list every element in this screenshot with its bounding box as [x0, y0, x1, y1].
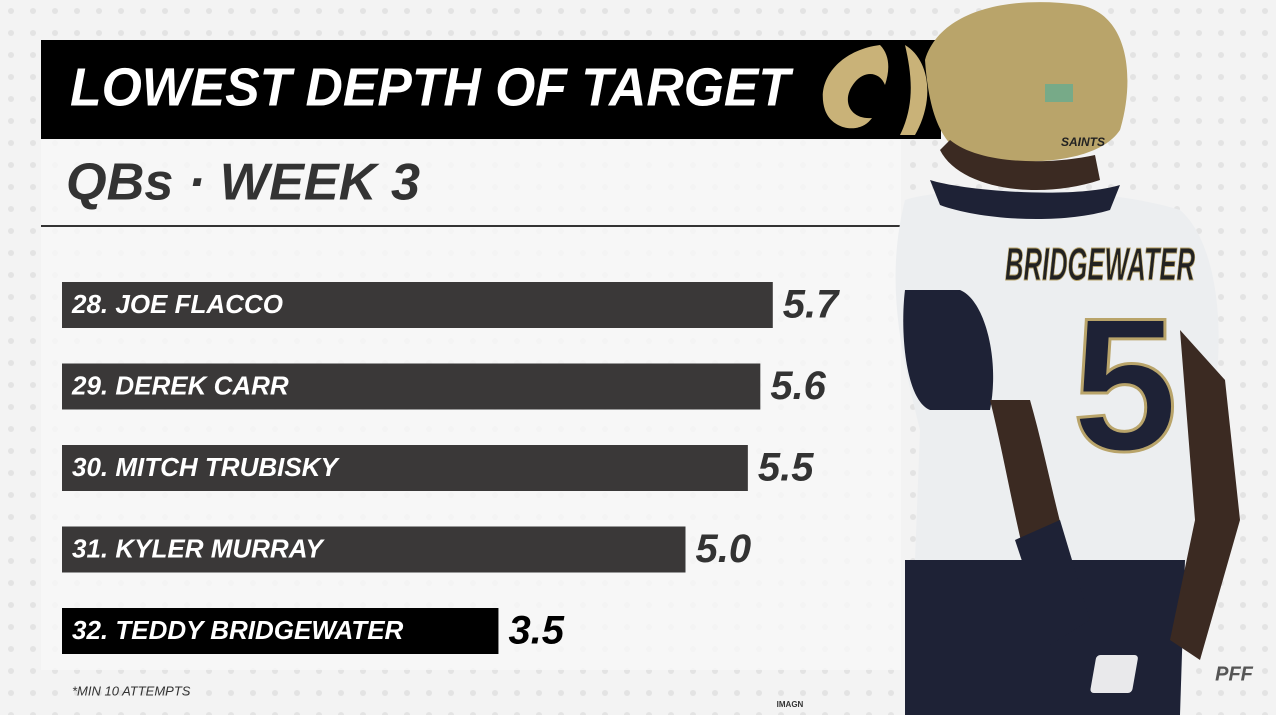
bar: [62, 608, 499, 654]
bar: [62, 526, 686, 573]
title-band: [41, 40, 941, 139]
bars: 28. JOE FLACCO 5.7 29. DEREK CARR 5.6 30. MI…: [62, 282, 840, 654]
chart-subtitle: QBs · WEEK 3: [66, 154, 420, 212]
helmet-text: SAINTS: [1061, 135, 1105, 149]
bar: [62, 282, 773, 328]
right-arm: [1170, 330, 1240, 660]
footnote: *MIN 10 ATTEMPTS: [72, 683, 191, 698]
value-label: 5.5: [758, 446, 814, 490]
neck: [940, 140, 1100, 190]
wristband: [1015, 520, 1090, 645]
value-label: 5.7: [783, 283, 840, 327]
left-sleeve: [903, 290, 994, 410]
player-photo: SAINTS BRIDGEWATER 5: [895, 2, 1240, 715]
helmet: [925, 2, 1128, 162]
value-label: 3.5: [508, 609, 564, 653]
fleur-de-lis: [822, 45, 928, 135]
collar: [930, 180, 1120, 220]
bar-label: 30. MITCH TRUBISKY: [72, 452, 340, 482]
bar: [62, 363, 761, 410]
bar-label: 31. KYLER MURRAY: [72, 533, 326, 563]
logo-box: [1090, 655, 1138, 693]
jersey-number: 5: [1072, 279, 1178, 491]
jersey-name: BRIDGEWATER: [1005, 238, 1195, 290]
photo-credit: IMAGN: [777, 700, 804, 709]
value-label: 5.0: [696, 527, 752, 571]
bar-label: 28. JOE FLACCO: [71, 289, 283, 319]
flag-decal: [1045, 84, 1073, 102]
bar-label: 32. TEDDY BRIDGEWATER: [72, 615, 404, 645]
bar: [62, 445, 748, 491]
logo: PFF: [1215, 663, 1254, 685]
value-label: 5.6: [770, 364, 826, 408]
chart-title: LOWEST DEPTH OF TARGET: [70, 57, 794, 117]
bar-label: 29. DEREK CARR: [71, 370, 289, 400]
